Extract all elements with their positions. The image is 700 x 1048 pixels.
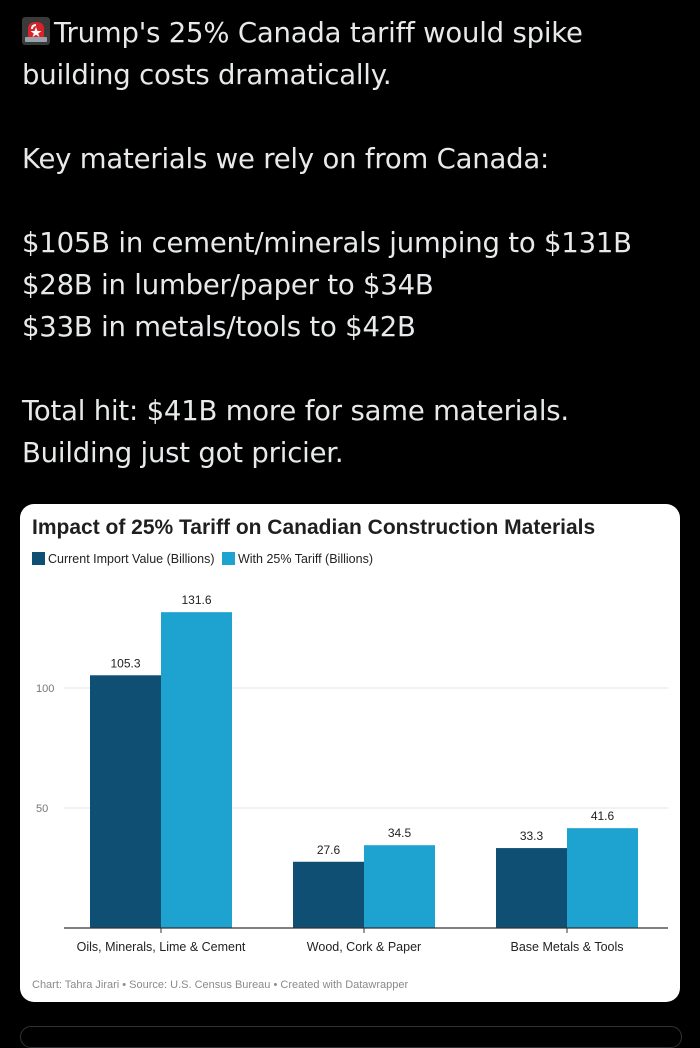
tweet-line-3: Key materials we rely on from Canada:	[22, 143, 550, 175]
data-label: 34.5	[388, 826, 412, 840]
next-card-edge	[20, 1026, 682, 1048]
bar-chart: 50 100 105.3 131.6 Oils, Minerals, Lime & Ce…	[36, 593, 668, 954]
bar-tariff	[161, 612, 232, 928]
y-tick-label: 100	[36, 683, 54, 695]
tweet-text: Trump's 25% Canada tariff would spike bu…	[22, 12, 692, 474]
bar-tariff	[364, 845, 435, 928]
legend-swatch-current	[32, 552, 45, 565]
tweet-line-1: Trump's 25% Canada tariff would spike	[22, 12, 692, 54]
legend-swatch-tariff	[221, 552, 235, 565]
y-tick-label: 50	[36, 803, 48, 815]
chart-title: Impact of 25% Tariff on Canadian Constru…	[32, 516, 596, 539]
x-tick-label: Oils, Minerals, Lime & Cement	[77, 940, 246, 954]
chart-image-card[interactable]: Impact of 25% Tariff on Canadian Constru…	[20, 504, 680, 1002]
chart-legend: Current Import Value (Billions) With 25%…	[32, 552, 377, 566]
rotating-light-icon	[22, 17, 50, 45]
tweet-line-2: building costs dramatically.	[22, 59, 392, 91]
data-label: 27.6	[317, 843, 341, 857]
legend-item-tariff: With 25% Tariff (Billions)	[221, 552, 373, 566]
data-label: 131.6	[181, 593, 211, 607]
tweet-line-6: $33B in metals/tools to $42B	[22, 311, 416, 343]
data-label: 33.3	[520, 829, 544, 843]
bar-current	[90, 675, 161, 928]
x-tick-label: Wood, Cork & Paper	[307, 940, 421, 954]
bar-tariff	[567, 828, 638, 928]
legend-item-current: Current Import Value (Billions)	[32, 552, 215, 566]
tweet-line-4: $105B in cement/minerals jumping to $131…	[22, 227, 632, 259]
tweet-line-7: Total hit: $41B more for same materials.	[22, 395, 569, 427]
legend-label-tariff: With 25% Tariff (Billions)	[237, 552, 373, 566]
tweet-line-8: Building just got pricier.	[22, 437, 344, 469]
data-label: 105.3	[110, 656, 140, 670]
chart-footer: Chart: Tahra Jirari • Source: U.S. Censu…	[32, 979, 409, 991]
bar-current	[293, 861, 364, 928]
tweet-line-5: $28B in lumber/paper to $34B	[22, 269, 434, 301]
legend-label-current: Current Import Value (Billions)	[48, 552, 215, 566]
bar-current	[496, 848, 567, 928]
data-label: 41.6	[591, 809, 615, 823]
x-tick-label: Base Metals & Tools	[510, 940, 623, 954]
tweet-line-1-text: Trump's 25% Canada tariff would spike	[54, 17, 583, 49]
